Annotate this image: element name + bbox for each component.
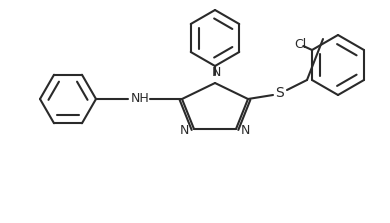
Text: S: S: [276, 86, 284, 100]
Text: N: N: [241, 124, 250, 136]
Text: N: N: [180, 124, 189, 136]
Text: Cl: Cl: [294, 37, 306, 50]
Text: N: N: [211, 66, 221, 79]
Text: NH: NH: [131, 93, 149, 105]
